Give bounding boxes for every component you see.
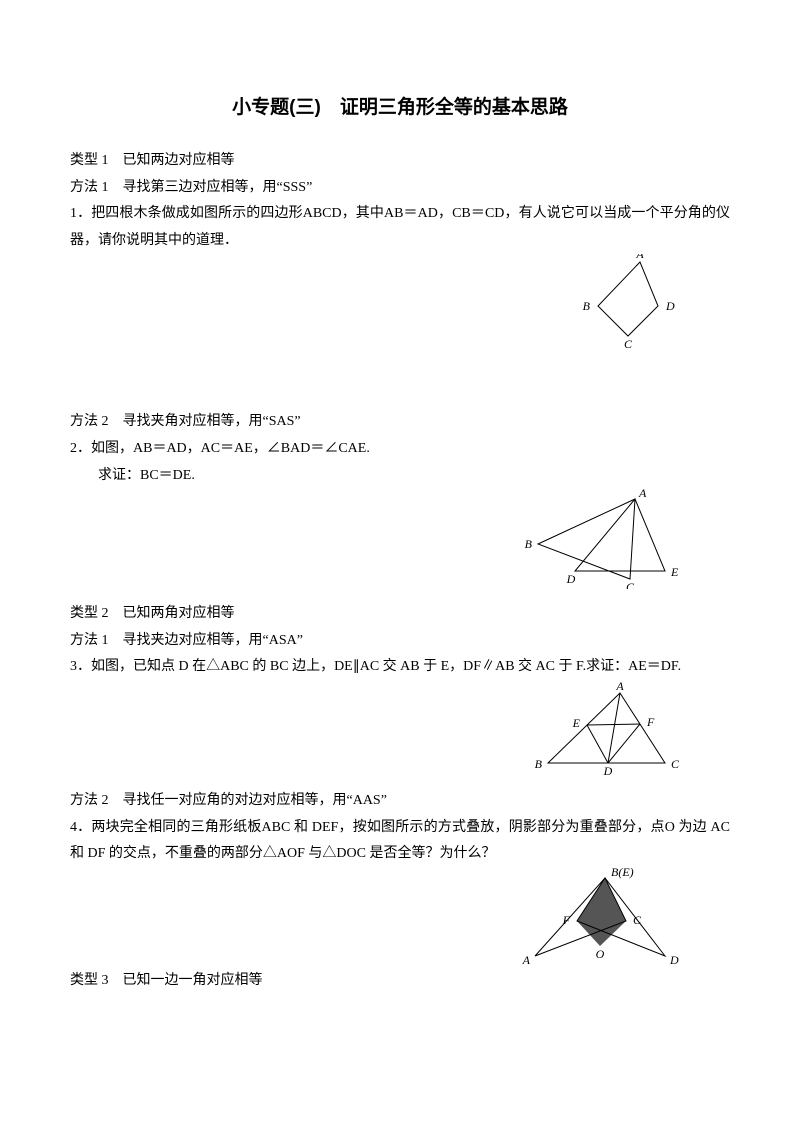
- svg-text:B(E): B(E): [611, 868, 634, 879]
- figure-2-container: A B C D E: [70, 489, 730, 589]
- svg-text:A: A: [635, 254, 644, 261]
- question-4: 4．两块完全相同的三角形纸板ABC 和 DEF，按如图所示的方式叠放，阴影部分为…: [70, 815, 730, 868]
- question-1: 1．把四根木条做成如图所示的四边形ABCD，其中AB＝AD，CB＝CD，有人说它…: [70, 201, 730, 254]
- spacer: [70, 349, 730, 409]
- svg-text:C: C: [626, 580, 635, 589]
- svg-text:A: A: [615, 681, 624, 693]
- figure-2-svg: A B C D E: [520, 489, 680, 589]
- method-heading-4: 方法 2 寻找任一对应角的对边对应相等，用“AAS”: [70, 788, 730, 815]
- method-heading-1: 方法 1 寻找第三边对应相等，用“SSS”: [70, 175, 730, 202]
- figure-4-container: A D B(E) F C O: [70, 868, 730, 968]
- type-heading-3: 类型 3 已知一边一角对应相等: [70, 968, 730, 995]
- question-2b: 求证：BC＝DE.: [70, 463, 730, 490]
- question-3: 3．如图，已知点 D 在△ABC 的 BC 边上，DE∥AC 交 AB 于 E，…: [70, 654, 730, 681]
- svg-text:D: D: [665, 299, 675, 313]
- svg-text:D: D: [566, 572, 576, 586]
- figure-1-svg: A B C D: [570, 254, 680, 349]
- method-heading-2: 方法 2 寻找夹角对应相等，用“SAS”: [70, 409, 730, 436]
- svg-text:A: A: [522, 953, 531, 967]
- question-2a: 2．如图，AB＝AD，AC＝AE，∠BAD＝∠CAE.: [70, 436, 730, 463]
- document-page: 小专题(三) 证明三角形全等的基本思路 类型 1 已知两边对应相等 方法 1 寻…: [0, 0, 800, 1034]
- page-title: 小专题(三) 证明三角形全等的基本思路: [70, 90, 730, 126]
- svg-text:C: C: [633, 913, 642, 927]
- spacer: [70, 589, 730, 601]
- svg-text:F: F: [646, 715, 655, 729]
- figure-3-svg: A B C D E F: [530, 681, 680, 776]
- svg-text:A: A: [638, 489, 647, 500]
- svg-text:D: D: [669, 953, 679, 967]
- spacer: [70, 776, 730, 788]
- figure-3-container: A B C D E F: [70, 681, 730, 776]
- svg-text:O: O: [596, 947, 605, 961]
- type-heading-1: 类型 1 已知两边对应相等: [70, 148, 730, 175]
- method-heading-3: 方法 1 寻找夹边对应相等，用“ASA”: [70, 628, 730, 655]
- svg-text:D: D: [603, 764, 613, 776]
- svg-text:E: E: [670, 565, 679, 579]
- svg-text:F: F: [562, 913, 571, 927]
- svg-text:C: C: [624, 337, 633, 349]
- svg-text:B: B: [525, 537, 533, 551]
- svg-text:C: C: [671, 757, 680, 771]
- svg-text:E: E: [572, 716, 581, 730]
- svg-text:B: B: [583, 299, 591, 313]
- svg-text:B: B: [535, 757, 543, 771]
- type-heading-2: 类型 2 已知两角对应相等: [70, 601, 730, 628]
- figure-1-container: A B C D: [70, 254, 730, 349]
- figure-4-svg: A D B(E) F C O: [520, 868, 680, 968]
